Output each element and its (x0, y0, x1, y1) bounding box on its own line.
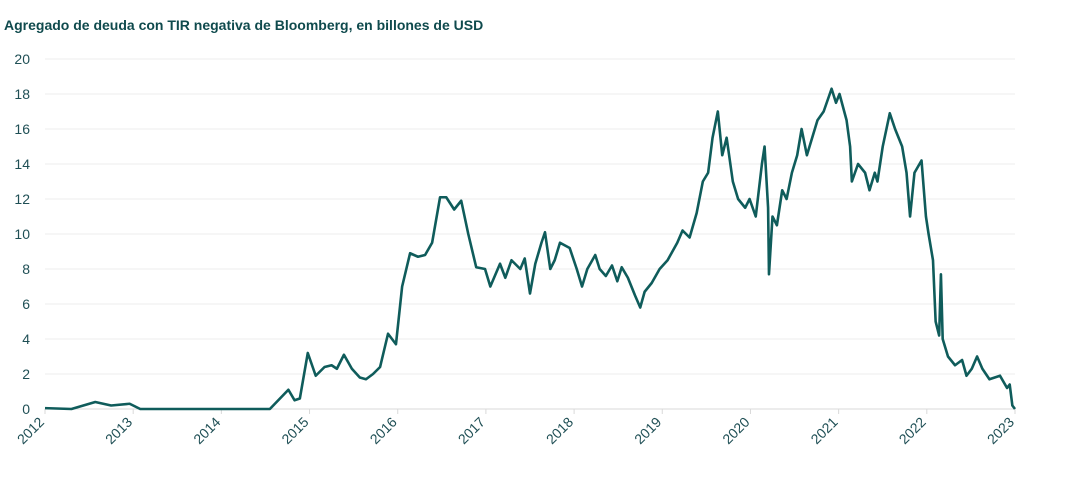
y-tick-label: 2 (22, 366, 30, 382)
x-tick-label: 2019 (631, 414, 664, 447)
y-tick-label: 10 (14, 226, 30, 242)
y-tick-label: 0 (22, 401, 30, 417)
y-tick-label: 16 (14, 121, 30, 137)
x-tick-label: 2023 (984, 414, 1017, 447)
y-tick-label: 14 (14, 156, 30, 172)
y-tick-label: 4 (22, 331, 30, 347)
data-line (44, 87, 1017, 411)
x-tick-label: 2017 (455, 414, 488, 447)
x-tick-label: 2022 (896, 414, 929, 447)
y-tick-label: 6 (22, 296, 30, 312)
y-tick-label: 12 (14, 191, 30, 207)
x-tick-label: 2016 (367, 414, 400, 447)
y-tick-label: 8 (22, 261, 30, 277)
y-tick-label: 20 (14, 51, 30, 67)
x-tick-label: 2018 (543, 414, 576, 447)
x-tick-label: 2014 (190, 414, 223, 447)
x-tick-label: 2015 (278, 414, 311, 447)
x-tick-label: 2021 (807, 414, 840, 447)
chart-title: Agregado de deuda con TIR negativa de Bl… (4, 17, 483, 33)
x-tick-label: 2020 (719, 414, 752, 447)
y-tick-label: 18 (14, 86, 30, 102)
x-tick-label: 2013 (102, 414, 135, 447)
x-tick-label: 2012 (14, 414, 47, 447)
